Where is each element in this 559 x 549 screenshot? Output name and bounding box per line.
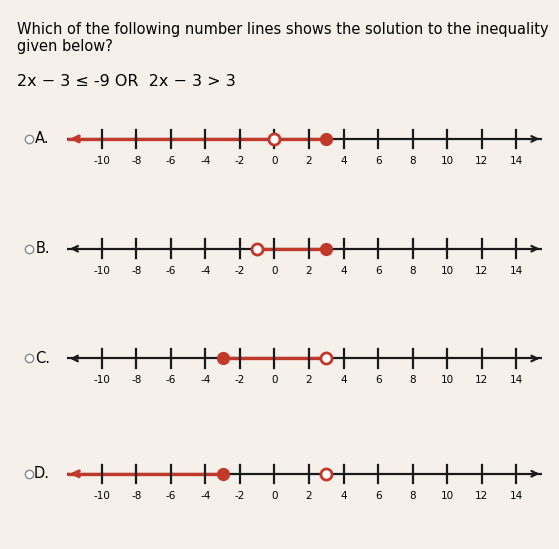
Text: 14: 14 <box>510 376 523 385</box>
Text: -8: -8 <box>131 491 141 501</box>
Text: 2: 2 <box>306 491 312 501</box>
Text: 2: 2 <box>306 266 312 276</box>
Text: 12: 12 <box>475 491 489 501</box>
Text: 12: 12 <box>475 156 489 166</box>
Text: -6: -6 <box>165 266 176 276</box>
Text: 0: 0 <box>271 491 278 501</box>
Text: 4: 4 <box>340 156 347 166</box>
Text: -10: -10 <box>93 491 110 501</box>
Text: -10: -10 <box>93 266 110 276</box>
Text: 8: 8 <box>409 156 416 166</box>
Text: -6: -6 <box>165 156 176 166</box>
Text: -4: -4 <box>200 156 211 166</box>
Text: 12: 12 <box>475 376 489 385</box>
Text: 10: 10 <box>440 376 454 385</box>
Text: -8: -8 <box>131 266 141 276</box>
Text: 6: 6 <box>375 156 381 166</box>
Text: -8: -8 <box>131 156 141 166</box>
Text: -2: -2 <box>235 266 245 276</box>
Text: -2: -2 <box>235 491 245 501</box>
Text: 0: 0 <box>271 266 278 276</box>
Text: 6: 6 <box>375 266 381 276</box>
Text: 4: 4 <box>340 266 347 276</box>
Text: 4: 4 <box>340 376 347 385</box>
Text: -10: -10 <box>93 156 110 166</box>
Text: 0: 0 <box>271 376 278 385</box>
Text: 14: 14 <box>510 491 523 501</box>
Text: B.: B. <box>35 241 50 256</box>
Text: -4: -4 <box>200 266 211 276</box>
Text: 8: 8 <box>409 376 416 385</box>
Text: -2: -2 <box>235 156 245 166</box>
Text: A.: A. <box>35 131 50 147</box>
Text: 0: 0 <box>271 156 278 166</box>
Text: 10: 10 <box>440 491 454 501</box>
Text: -8: -8 <box>131 376 141 385</box>
Text: 2: 2 <box>306 156 312 166</box>
Text: 2: 2 <box>306 376 312 385</box>
Text: D.: D. <box>34 466 50 481</box>
Text: 6: 6 <box>375 491 381 501</box>
Text: 2x − 3 ≤ -9 OR  2x − 3 > 3: 2x − 3 ≤ -9 OR 2x − 3 > 3 <box>17 74 235 89</box>
Text: -2: -2 <box>235 376 245 385</box>
Text: -6: -6 <box>165 376 176 385</box>
Text: 8: 8 <box>409 266 416 276</box>
Text: 4: 4 <box>340 491 347 501</box>
Text: 12: 12 <box>475 266 489 276</box>
Text: 10: 10 <box>440 266 454 276</box>
Text: 8: 8 <box>409 491 416 501</box>
Text: 14: 14 <box>510 266 523 276</box>
Text: -10: -10 <box>93 376 110 385</box>
Text: 14: 14 <box>510 156 523 166</box>
Text: 6: 6 <box>375 376 381 385</box>
Text: C.: C. <box>35 351 50 366</box>
Text: -4: -4 <box>200 376 211 385</box>
Text: -6: -6 <box>165 491 176 501</box>
Text: Which of the following number lines shows the solution to the inequality given b: Which of the following number lines show… <box>17 22 548 54</box>
Text: -4: -4 <box>200 491 211 501</box>
Text: 10: 10 <box>440 156 454 166</box>
